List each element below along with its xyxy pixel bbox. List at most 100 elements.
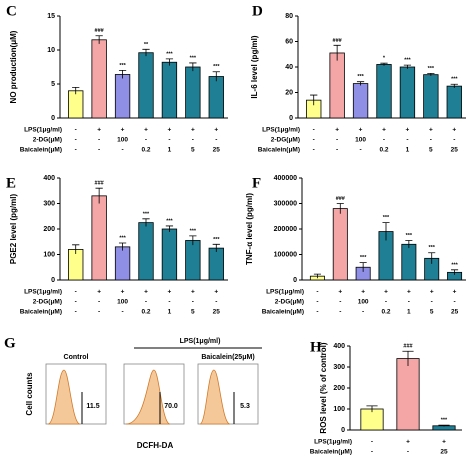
bar bbox=[68, 90, 84, 119]
panel-letter: C bbox=[6, 3, 17, 19]
y-tick-label: 300000 bbox=[274, 200, 297, 207]
treatment-cell: 1 bbox=[168, 147, 172, 154]
significance-label: *** bbox=[166, 51, 173, 57]
bar bbox=[329, 52, 345, 119]
plot-title: Baicalein(25μM) bbox=[201, 354, 254, 361]
significance-label: *** bbox=[190, 55, 197, 61]
treatment-label: LPS(1μg/ml) bbox=[24, 289, 62, 296]
panel-letter: H bbox=[310, 339, 322, 355]
bar bbox=[401, 243, 417, 281]
group-label: LPS(1μg/ml) bbox=[180, 338, 221, 345]
bar bbox=[352, 83, 369, 119]
error-bar bbox=[118, 70, 127, 79]
y-axis-label: PGE2 level (pg/ml) bbox=[9, 194, 18, 265]
error-bar bbox=[438, 424, 450, 427]
treatment-cell: - bbox=[408, 299, 410, 306]
error-bar bbox=[95, 35, 103, 44]
treatment-cell: + bbox=[335, 127, 339, 134]
treatment-label: LPS(1μg/ml) bbox=[262, 127, 300, 134]
error-bar bbox=[427, 72, 435, 76]
y-tick-label: 0 bbox=[51, 277, 55, 284]
treatment-cell: + bbox=[406, 127, 410, 134]
treatment-cell: + bbox=[429, 127, 433, 134]
significance-label: *** bbox=[451, 77, 458, 83]
treatment-cell: + bbox=[168, 289, 172, 296]
error-bar bbox=[403, 64, 412, 69]
error-bar bbox=[212, 243, 220, 252]
significance-label: ### bbox=[333, 38, 342, 44]
error-bar bbox=[366, 405, 378, 413]
bar bbox=[114, 246, 131, 281]
treatment-cell: 0.2 bbox=[141, 309, 150, 316]
error-bar bbox=[402, 350, 414, 366]
error-bar bbox=[142, 218, 150, 227]
significance-label: *** bbox=[119, 235, 126, 241]
y-axis-label: Cell counts bbox=[25, 372, 34, 416]
y-tick-label: 200 bbox=[333, 385, 345, 392]
treatment-cell: + bbox=[191, 289, 195, 296]
treatment-cell: - bbox=[121, 309, 123, 316]
treatment-cell: - bbox=[75, 299, 77, 306]
significance-label: * bbox=[383, 56, 386, 62]
y-tick-label: 20 bbox=[285, 89, 293, 96]
treatment-cell: - bbox=[430, 137, 432, 144]
y-tick-label: 100 bbox=[333, 406, 345, 413]
y-tick-label: 80 bbox=[285, 13, 293, 20]
error-bar bbox=[310, 94, 318, 106]
y-tick-label: 200 bbox=[43, 226, 55, 233]
bar bbox=[446, 85, 462, 119]
error-bar bbox=[450, 83, 458, 89]
y-tick-label: 0 bbox=[51, 115, 55, 122]
y-tick-label: 100 bbox=[43, 251, 55, 258]
treatment-cell: + bbox=[407, 289, 411, 296]
y-tick-label: 400000 bbox=[274, 175, 297, 182]
treatment-cell: - bbox=[192, 299, 194, 306]
bar bbox=[161, 61, 178, 119]
bar bbox=[138, 222, 154, 281]
treatment-label: 2-DG(μM) bbox=[271, 137, 300, 144]
treatment-cell: 25 bbox=[213, 309, 221, 316]
treatment-cell: 25 bbox=[213, 147, 221, 154]
treatment-cell: - bbox=[75, 289, 77, 296]
treatment-label: LPS(1μg/ml) bbox=[266, 289, 304, 296]
treatment-cell: 25 bbox=[451, 147, 459, 154]
error-bar bbox=[333, 44, 341, 61]
treatment-cell: - bbox=[121, 147, 123, 154]
treatment-cell: 0.2 bbox=[381, 309, 390, 316]
bar bbox=[185, 66, 201, 119]
error-bar bbox=[189, 62, 197, 72]
treatment-cell: - bbox=[371, 439, 373, 446]
treatment-cell: - bbox=[336, 137, 338, 144]
plot-title: Control bbox=[64, 354, 89, 361]
treatment-cell: - bbox=[75, 137, 77, 144]
gate-percent: 11.5 bbox=[86, 403, 99, 410]
treatment-cell: - bbox=[192, 137, 194, 144]
treatment-cell: - bbox=[336, 147, 338, 154]
significance-label: ### bbox=[95, 181, 104, 187]
panel-letter: F bbox=[252, 175, 261, 191]
treatment-cell: + bbox=[359, 127, 363, 134]
significance-label: ### bbox=[336, 196, 345, 202]
treatment-cell: + bbox=[144, 289, 148, 296]
treatment-cell: - bbox=[453, 299, 455, 306]
treatment-cell: + bbox=[442, 439, 446, 446]
y-tick-label: 300 bbox=[333, 364, 345, 371]
treatment-cell: - bbox=[168, 137, 170, 144]
treatment-cell: - bbox=[383, 137, 385, 144]
treatment-label: Baicalein(μM) bbox=[310, 449, 352, 456]
treatment-cell: + bbox=[382, 127, 386, 134]
y-tick-label: 5 bbox=[51, 81, 55, 88]
treatment-cell: - bbox=[453, 137, 455, 144]
error-bar bbox=[356, 81, 365, 86]
treatment-cell: - bbox=[75, 127, 77, 134]
treatment-label: LPS(1μg/ml) bbox=[24, 127, 62, 134]
treatment-cell: - bbox=[385, 299, 387, 306]
y-tick-label: 300 bbox=[43, 200, 55, 207]
bar bbox=[332, 208, 348, 281]
treatment-cell: - bbox=[339, 299, 341, 306]
treatment-cell: 100 bbox=[117, 137, 128, 144]
treatment-cell: 5 bbox=[429, 147, 433, 154]
significance-label: *** bbox=[451, 262, 458, 268]
treatment-cell: 1 bbox=[406, 147, 410, 154]
